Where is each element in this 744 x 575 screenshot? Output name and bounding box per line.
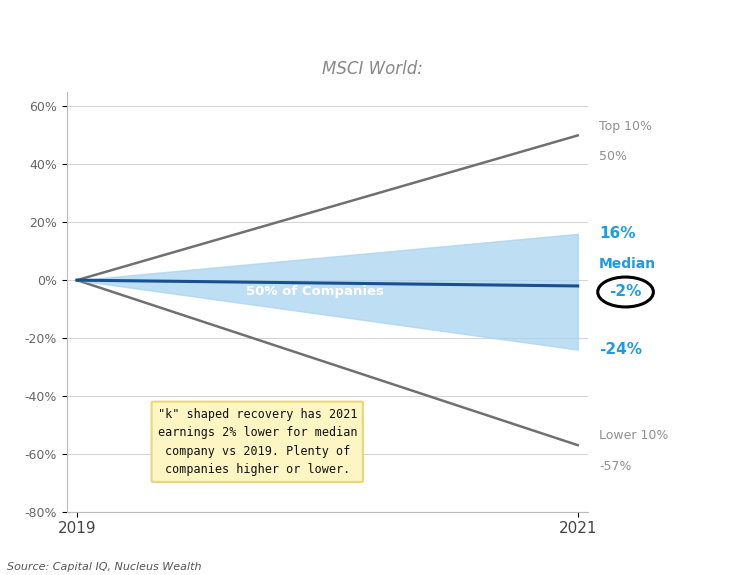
Text: Median: Median [599,257,656,271]
Text: Top 10%: Top 10% [599,120,652,133]
Text: 50%: 50% [599,150,627,163]
Text: -2%: -2% [609,285,642,300]
Text: MSCI World:: MSCI World: [321,60,423,78]
Text: -24%: -24% [599,342,642,357]
Text: 50% of Companies: 50% of Companies [246,285,384,298]
Text: 16%: 16% [599,227,635,242]
Text: Source: Capital IQ, Nucleus Wealth: Source: Capital IQ, Nucleus Wealth [7,562,202,572]
Text: -57%: -57% [599,459,632,473]
Text: Lower 10%: Lower 10% [599,430,668,442]
Text: 2021 Earnings vs 2019 Earnings:: 2021 Earnings vs 2019 Earnings: [179,14,565,34]
Text: "k" shaped recovery has 2021
earnings 2% lower for median
company vs 2019. Plent: "k" shaped recovery has 2021 earnings 2%… [158,408,357,476]
